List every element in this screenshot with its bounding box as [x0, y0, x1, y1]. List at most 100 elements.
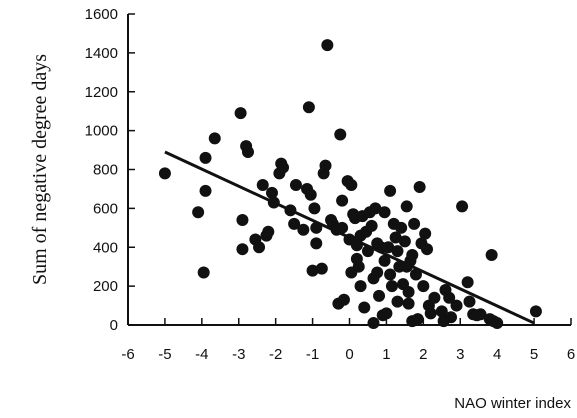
data-point	[308, 202, 321, 215]
data-point	[402, 285, 415, 298]
data-point	[336, 221, 349, 234]
x-tick-label: -5	[158, 346, 171, 363]
data-point	[192, 206, 205, 219]
x-tick-label: 3	[456, 346, 464, 363]
x-tick-label: -2	[269, 346, 282, 363]
data-point	[398, 235, 411, 248]
trendline	[164, 150, 535, 325]
x-tick-label: 5	[530, 346, 538, 363]
data-point	[352, 260, 365, 273]
x-tick-label: 2	[419, 346, 427, 363]
data-point	[491, 317, 504, 330]
data-point	[380, 307, 393, 320]
data-point	[306, 264, 319, 277]
data-point	[413, 180, 426, 193]
data-point	[253, 241, 266, 254]
data-point	[450, 299, 463, 312]
data-point	[424, 307, 437, 320]
data-point	[421, 243, 434, 256]
data-point	[334, 128, 347, 141]
data-point	[435, 305, 448, 318]
data-point	[456, 200, 469, 213]
data-point	[391, 245, 404, 258]
data-point	[474, 308, 487, 321]
data-point	[445, 311, 458, 324]
axes	[127, 14, 571, 326]
data-point	[336, 194, 349, 207]
data-point	[384, 184, 397, 197]
data-point	[402, 297, 415, 310]
data-point	[158, 167, 171, 180]
data-point	[384, 268, 397, 281]
data-point	[197, 266, 210, 279]
data-point	[319, 159, 332, 172]
data-point	[289, 179, 302, 192]
x-tick-label: -3	[232, 346, 245, 363]
data-point	[463, 295, 476, 308]
data-point	[428, 291, 441, 304]
data-point	[234, 107, 247, 120]
data-point	[485, 249, 498, 262]
y-tick-label: 1200	[85, 84, 118, 101]
data-point	[236, 214, 249, 227]
y-tick-label: 1600	[85, 6, 118, 23]
y-axis-label: Sum of negative degree days	[29, 54, 51, 285]
data-point	[302, 101, 315, 114]
data-point	[367, 317, 380, 330]
data-point	[406, 249, 419, 262]
data-point	[371, 266, 384, 279]
data-point	[378, 206, 391, 219]
data-point	[315, 262, 328, 275]
data-point	[389, 231, 402, 244]
data-point	[385, 280, 398, 293]
data-point	[236, 243, 249, 256]
y-tick-label: 0	[110, 317, 118, 334]
data-point	[378, 254, 391, 267]
data-point	[354, 280, 367, 293]
data-point	[395, 221, 408, 234]
data-point	[345, 179, 358, 192]
data-point	[256, 179, 269, 192]
ticks: 0 200 400 600 800 1000 1200 1400 1600 -6 -5 -4 -3 -2 -…	[85, 6, 576, 363]
x-tick-label: -1	[306, 346, 319, 363]
data-point	[241, 146, 254, 159]
data-point	[199, 184, 212, 197]
y-tick-label: 1000	[85, 123, 118, 140]
data-point	[373, 289, 386, 302]
data-point	[321, 39, 334, 52]
data-point	[391, 295, 404, 308]
data-point	[337, 293, 350, 306]
x-tick-label: -6	[121, 346, 134, 363]
data-point	[358, 301, 371, 314]
x-axis-label: NAO winter index	[454, 395, 571, 412]
data-point	[304, 188, 317, 201]
x-tick-label: 1	[382, 346, 390, 363]
data-point	[297, 223, 310, 236]
y-tick-label: 400	[93, 239, 118, 256]
data-point	[208, 132, 221, 145]
x-tick-label: -4	[195, 346, 208, 363]
data-point	[365, 219, 378, 232]
data-point	[411, 313, 424, 326]
x-tick-label: 6	[567, 346, 575, 363]
data-point	[277, 161, 290, 174]
data-point	[262, 225, 275, 238]
data-point	[409, 268, 422, 281]
data-point	[408, 217, 421, 230]
y-tick-label: 600	[93, 200, 118, 217]
x-tick-label: 4	[493, 346, 501, 363]
data-point	[310, 237, 323, 250]
y-tick-label: 200	[93, 278, 118, 295]
trendline-group	[164, 150, 535, 325]
data-points	[158, 39, 542, 330]
data-point	[369, 202, 382, 215]
y-tick-label: 1400	[85, 45, 118, 62]
data-point	[400, 200, 413, 213]
data-point	[419, 227, 432, 240]
y-tick-label: 800	[93, 162, 118, 179]
data-point	[461, 276, 474, 289]
data-point	[199, 151, 212, 164]
x-tick-label: 0	[345, 346, 353, 363]
data-point	[417, 280, 430, 293]
